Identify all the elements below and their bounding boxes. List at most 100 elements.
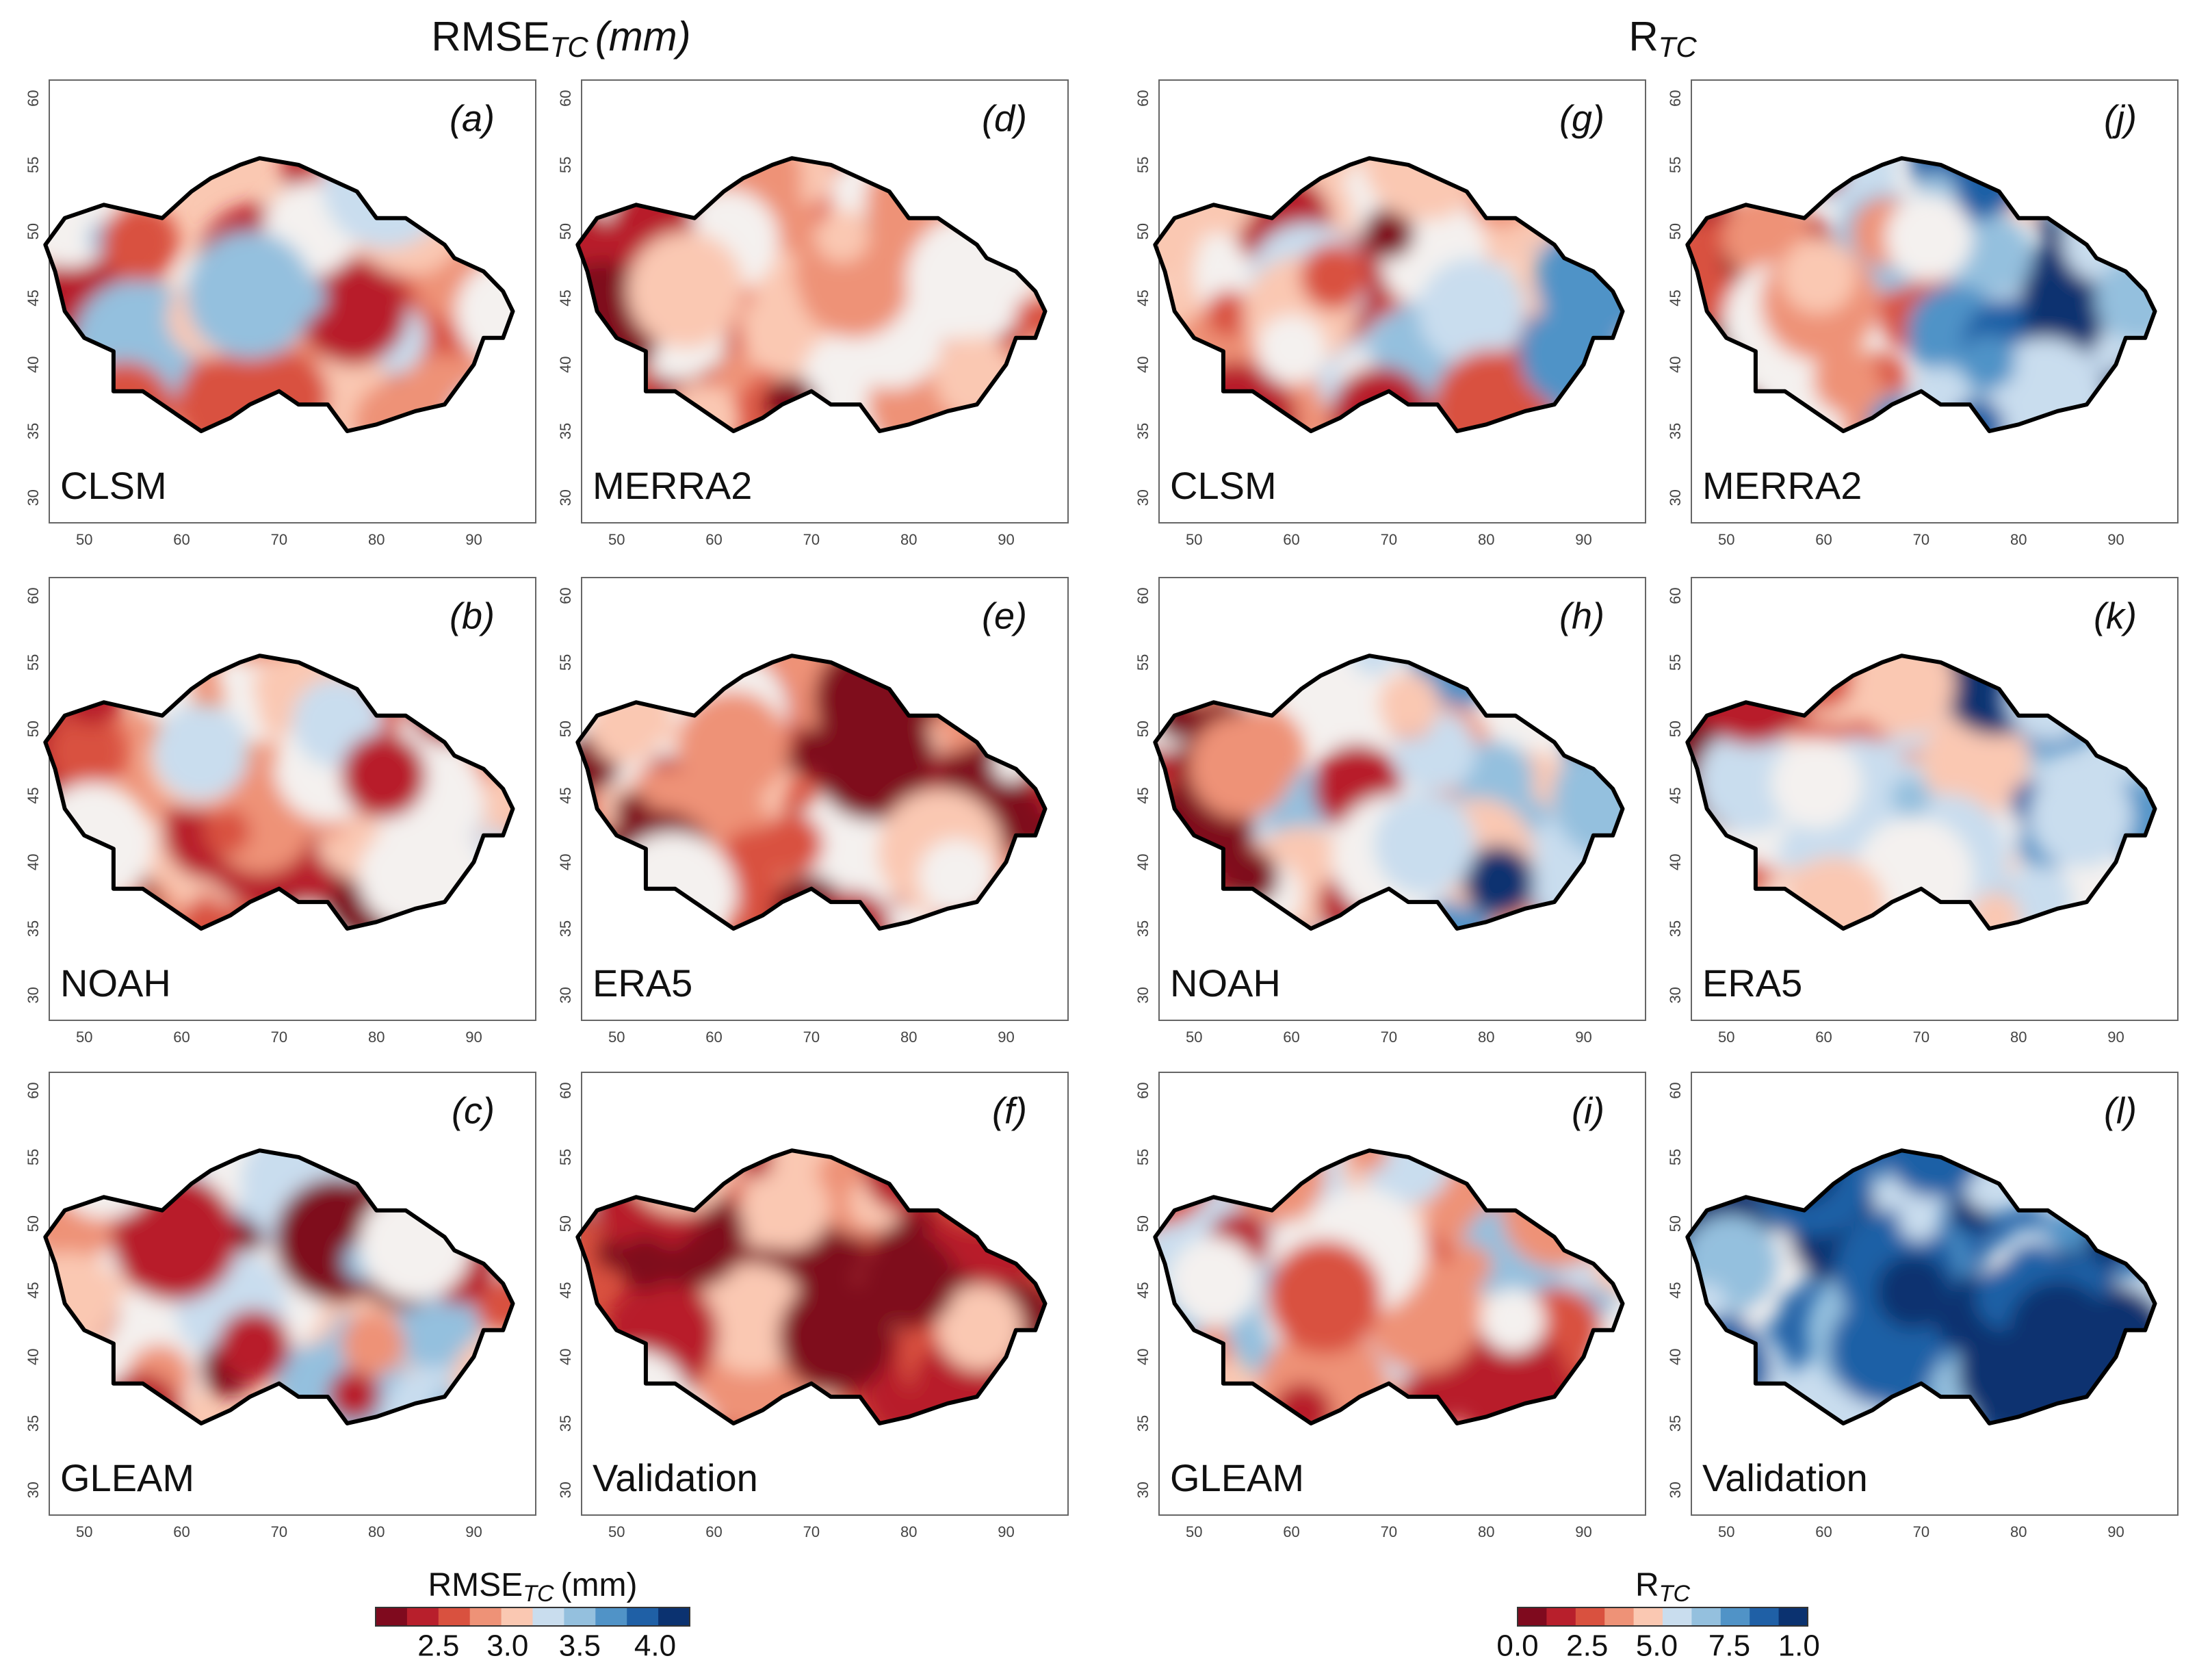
x-tick-label: 90	[465, 531, 482, 548]
y-tick-label: 60	[557, 90, 574, 106]
map-blobs	[45, 1150, 513, 1423]
map-blob	[186, 231, 314, 359]
y-tick-label: 40	[1134, 357, 1152, 373]
map-blob	[1349, 656, 1399, 676]
y-tick-label: 35	[557, 920, 574, 937]
y-tick-label: 40	[1134, 854, 1152, 870]
y-tick-label: 40	[557, 1349, 574, 1365]
y-tick-label: 30	[1667, 489, 1684, 506]
map-panel: 50 60 70 80 90 30 35 40 45 50 55 60 (g) CLSM	[1134, 79, 1646, 548]
y-tick-label: 60	[1134, 90, 1152, 106]
map-blob	[2095, 256, 2155, 341]
y-tick-label: 55	[1134, 1149, 1152, 1165]
y-tick-label: 35	[25, 1415, 42, 1432]
map-panel: 50 60 70 80 90 30 35 40 45 50 55 60 (h) NOAH	[1134, 577, 1646, 1046]
colorbar-title-main: RMSE	[428, 1567, 523, 1603]
y-tick-label: 60	[1667, 1082, 1684, 1098]
panel-tag: (i)	[1572, 1090, 1604, 1131]
panel-tag: (k)	[2094, 595, 2137, 636]
colorbar-tick-label: 7.5	[1708, 1629, 1750, 1663]
x-tick-label: 60	[1283, 1029, 1299, 1046]
y-tick-label: 40	[557, 357, 574, 373]
colorbar-frame	[375, 1607, 690, 1627]
map-outline	[575, 1148, 1048, 1425]
y-tick-label: 45	[1667, 787, 1684, 803]
map-blob	[2007, 1280, 2111, 1383]
x-tick-label: 80	[900, 1029, 917, 1046]
map-panel: 50 60 70 80 90 30 35 40 45 50 55 60 (b) NOAH	[25, 577, 536, 1046]
x-tick-label: 80	[2010, 1523, 2027, 1540]
x-tick-label: 70	[803, 531, 820, 548]
x-tick-label: 90	[465, 1029, 482, 1046]
colorbar-tick-label: 5.0	[1636, 1629, 1678, 1663]
x-tick-label: 60	[705, 1523, 722, 1540]
map-outline	[1153, 1148, 1625, 1425]
y-tick-label: 55	[1667, 1149, 1684, 1165]
x-tick-label: 60	[1283, 531, 1299, 548]
map-blob	[204, 808, 251, 855]
x-tick-label: 90	[1575, 531, 1591, 548]
x-tick-label: 90	[1575, 1523, 1591, 1540]
map-panel: 50 60 70 80 90 30 35 40 45 50 55 60 (i) GLEAM	[1134, 1072, 1646, 1540]
map-blob	[328, 1369, 380, 1421]
y-tick-label: 55	[1134, 157, 1152, 173]
x-tick-label: 60	[1283, 1523, 1299, 1540]
header-left: RMSETC (mm)	[431, 14, 690, 63]
x-tick-label: 90	[1575, 1029, 1591, 1046]
colorbar-cell	[376, 1607, 408, 1626]
colorbar: RTC 0.0 2.5 5.0 7.5 1.0	[1496, 1567, 1819, 1663]
map-blob	[1170, 1237, 1259, 1326]
map-blob	[918, 838, 995, 915]
x-tick-label: 60	[173, 1029, 190, 1046]
y-tick-label: 45	[25, 289, 42, 306]
x-tick-label: 80	[368, 531, 385, 548]
y-tick-label: 35	[1667, 423, 1684, 439]
x-tick-label: 90	[998, 1523, 1014, 1540]
colorbar-tick-label: 2.5	[1566, 1629, 1608, 1663]
map-blob	[812, 697, 936, 821]
map-blob	[1780, 237, 1856, 314]
y-tick-label: 60	[557, 587, 574, 604]
x-tick-label: 90	[2107, 531, 2124, 548]
panel-tag: (l)	[2104, 1090, 2137, 1131]
panel-tag: (e)	[982, 595, 1027, 636]
y-tick-label: 55	[1667, 157, 1684, 173]
map-blob	[177, 344, 300, 431]
y-tick-label: 35	[1134, 920, 1152, 937]
x-tick-label: 70	[271, 1029, 287, 1046]
colorbar-cell	[501, 1607, 533, 1626]
y-tick-label: 50	[25, 1215, 42, 1232]
map-panel: 50 60 70 80 90 30 35 40 45 50 55 60 (f) Validation	[557, 1072, 1069, 1540]
x-tick-label: 70	[1381, 1523, 1397, 1540]
x-tick-label: 60	[1815, 1029, 1832, 1046]
x-tick-label: 50	[608, 1029, 625, 1046]
colorbar-cell	[1604, 1607, 1635, 1626]
map-blob	[937, 1284, 1023, 1371]
model-label: MERRA2	[1702, 464, 1862, 507]
x-tick-label: 60	[1815, 531, 1832, 548]
y-tick-label: 45	[557, 289, 574, 306]
map-blob	[1970, 892, 2020, 929]
x-tick-label: 60	[173, 1523, 190, 1540]
map-blob	[1875, 1254, 1951, 1330]
colorbar-frame	[1517, 1607, 1808, 1627]
map-blob	[715, 352, 759, 396]
map-outline	[1685, 1148, 2157, 1425]
map-outline	[575, 654, 1048, 931]
map-blob	[760, 813, 824, 876]
y-tick-label: 30	[1667, 1482, 1684, 1498]
panel-tag: (a)	[450, 98, 495, 139]
map-blob	[341, 733, 426, 819]
map-blob	[1776, 835, 1811, 870]
x-tick-label: 60	[1815, 1523, 1832, 1540]
map-outline	[43, 156, 515, 433]
y-tick-label: 60	[1134, 587, 1152, 604]
x-tick-label: 60	[705, 531, 722, 548]
y-tick-label: 35	[1667, 1415, 1684, 1432]
panel-tag: (d)	[982, 98, 1027, 139]
x-tick-label: 80	[900, 1523, 917, 1540]
x-tick-label: 50	[76, 531, 92, 548]
colorbar-tick-label: 2.5	[417, 1629, 459, 1663]
y-tick-label: 40	[1667, 854, 1684, 870]
